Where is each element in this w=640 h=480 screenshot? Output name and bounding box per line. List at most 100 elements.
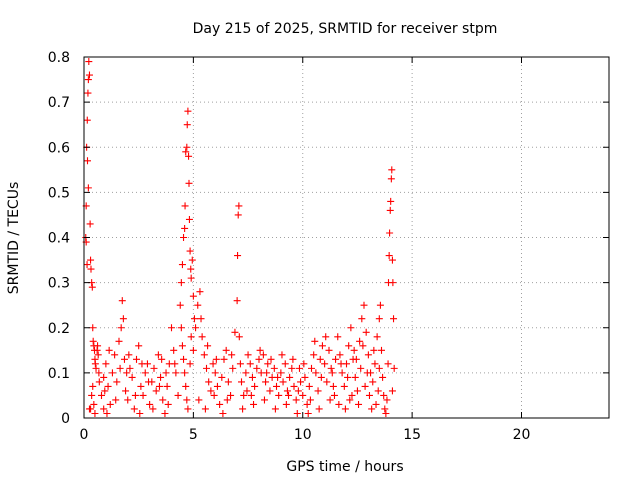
data-point <box>98 391 105 399</box>
data-point <box>187 274 195 282</box>
data-point <box>375 364 383 372</box>
data-point <box>358 315 366 323</box>
data-point <box>322 333 330 341</box>
data-point <box>101 387 109 395</box>
data-point <box>184 405 192 413</box>
data-point <box>108 369 116 377</box>
data-point <box>91 360 99 368</box>
data-point <box>164 400 172 408</box>
y-tick-label: 0.2 <box>48 321 70 337</box>
data-point <box>387 175 395 183</box>
data-point <box>351 373 359 381</box>
data-point <box>139 391 147 399</box>
data-point <box>185 179 193 187</box>
data-point <box>279 378 287 386</box>
data-point <box>197 315 205 323</box>
data-point <box>266 387 274 395</box>
data-point <box>250 400 258 408</box>
data-point <box>294 387 302 395</box>
data-point <box>235 333 243 341</box>
chart-title: Day 215 of 2025, SRMTID for receiver stp… <box>193 21 498 37</box>
tick-labels: 0 5 10 15 20 0 0.1 0.2 0.3 0.4 0.5 0.6 0.7 0.8 <box>48 50 531 443</box>
data-point <box>205 378 213 386</box>
data-point <box>161 409 169 417</box>
data-point <box>122 387 130 395</box>
data-point <box>157 373 165 381</box>
data-point <box>181 202 189 210</box>
data-point <box>113 378 121 386</box>
data-point <box>168 324 175 332</box>
data-point <box>219 409 227 417</box>
data-point <box>176 301 184 309</box>
data-point <box>385 252 393 260</box>
data-point <box>138 360 146 368</box>
data-point <box>297 378 305 386</box>
data-point <box>288 364 296 372</box>
data-point <box>277 369 285 377</box>
data-point <box>228 351 236 359</box>
data-point <box>318 342 326 350</box>
data-point <box>211 369 219 377</box>
y-axis-label: SRMTID / TECUs <box>6 182 22 295</box>
y-tick-label: 0.8 <box>48 50 70 66</box>
data-point <box>283 387 291 395</box>
data-point <box>124 396 132 404</box>
data-point <box>233 297 241 305</box>
y-tick-label: 0 <box>61 411 70 427</box>
x-tick-label: 0 <box>80 427 89 443</box>
data-point <box>384 360 392 368</box>
data-point <box>133 355 140 363</box>
x-tick-label: 5 <box>189 427 198 443</box>
data-point <box>310 351 318 359</box>
data-point <box>183 143 191 151</box>
data-point <box>95 369 103 377</box>
data-point <box>390 364 398 372</box>
data-point <box>332 355 340 363</box>
data-point <box>85 58 93 66</box>
data-point <box>336 351 344 359</box>
data-point <box>235 202 243 210</box>
data-point <box>84 184 92 192</box>
data-point <box>345 342 353 350</box>
data-point <box>198 333 206 341</box>
data-point <box>229 364 237 372</box>
data-point <box>314 387 322 395</box>
data-point <box>362 328 370 336</box>
data-point <box>178 342 186 350</box>
data-point <box>347 324 355 332</box>
data-point <box>88 283 96 291</box>
grid-lines <box>84 57 609 418</box>
data-point <box>372 400 380 408</box>
data-point <box>181 369 189 377</box>
data-point <box>361 382 369 390</box>
data-point <box>210 391 218 399</box>
data-point <box>285 391 293 399</box>
data-point <box>105 346 113 354</box>
data-point <box>150 364 158 372</box>
data-point <box>383 396 391 404</box>
data-point <box>201 405 209 413</box>
data-point <box>356 337 364 345</box>
x-tick-label: 20 <box>513 427 531 443</box>
data-point <box>364 351 372 359</box>
data-point <box>282 400 290 408</box>
data-point <box>204 342 212 350</box>
data-point <box>390 315 398 323</box>
data-point <box>162 369 170 377</box>
data-point <box>308 364 315 372</box>
data-point <box>387 197 395 205</box>
data-point <box>94 351 102 359</box>
data-point <box>295 364 303 372</box>
y-tick-label: 0.7 <box>48 95 70 111</box>
data-point <box>224 378 232 386</box>
data-point <box>359 342 367 350</box>
data-point <box>119 315 127 323</box>
data-point <box>88 391 96 399</box>
data-point <box>220 355 228 363</box>
data-point <box>368 405 376 413</box>
data-point <box>87 265 95 273</box>
data-point <box>248 373 256 381</box>
data-point <box>84 76 92 84</box>
data-point <box>177 324 185 332</box>
data-point <box>94 342 102 350</box>
